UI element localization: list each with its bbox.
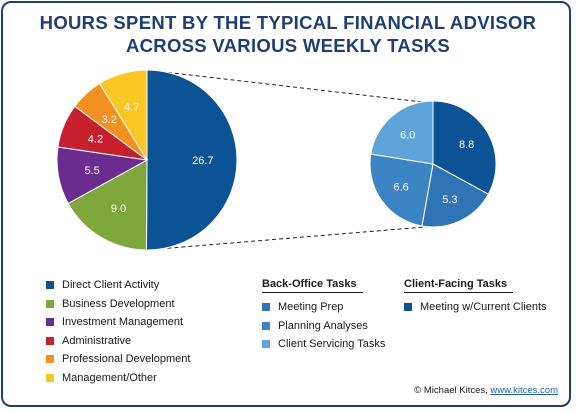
pie-data-label: 9.0 bbox=[111, 203, 126, 215]
legend-label: Professional Development bbox=[62, 353, 191, 366]
pie-data-label: 6.0 bbox=[400, 129, 415, 141]
legend-item: Planning Analyses bbox=[262, 317, 385, 336]
legend-label: Meeting w/Current Clients bbox=[420, 301, 547, 314]
legend-back-office: Back-Office Tasks Meeting Prep Planning … bbox=[262, 278, 385, 354]
legend-swatch bbox=[46, 336, 54, 345]
legend-label: Planning Analyses bbox=[278, 319, 368, 332]
credit-text: © Michael Kitces, bbox=[414, 385, 491, 396]
pie-slice bbox=[145, 69, 238, 251]
legend-label: Client Servicing Tasks bbox=[278, 338, 386, 351]
legend-item: Meeting Prep bbox=[262, 298, 385, 317]
legend-label: Investment Management bbox=[62, 316, 184, 329]
chart-title-line-1: HOURS SPENT BY THE TYPICAL FINANCIAL ADV… bbox=[39, 12, 537, 33]
legend-swatch bbox=[46, 373, 54, 382]
legend-item: Professional Development bbox=[46, 350, 190, 369]
legend-label: Direct Client Activity bbox=[62, 279, 160, 292]
legend-swatch bbox=[46, 318, 54, 327]
legend-swatch bbox=[262, 340, 270, 349]
pie-slice bbox=[370, 100, 434, 165]
chart-title-line-2: ACROSS VARIOUS WEEKLY TASKS bbox=[125, 35, 451, 56]
pie-data-label: 4.7 bbox=[124, 101, 139, 113]
pie-slice bbox=[369, 153, 434, 227]
pie-data-label: 8.8 bbox=[459, 139, 474, 151]
pie-data-label: 3.2 bbox=[102, 114, 117, 126]
pie-slice bbox=[98, 69, 148, 162]
credit-link[interactable]: www.kitces.com bbox=[490, 385, 558, 396]
legend-item: Direct Client Activity bbox=[46, 276, 190, 295]
legend-main: Direct Client Activity Business Developm… bbox=[46, 276, 190, 387]
legend-heading-back-office: Back-Office Tasks bbox=[262, 278, 363, 293]
pie-data-label: 26.7 bbox=[192, 155, 213, 167]
legend-item: Investment Management bbox=[46, 313, 190, 332]
legend-label: Management/Other bbox=[62, 371, 157, 384]
pie-slice bbox=[67, 159, 148, 251]
legend-swatch bbox=[404, 303, 412, 312]
pie-data-label: 6.6 bbox=[394, 182, 409, 194]
legend-item: Administrative bbox=[46, 332, 190, 351]
legend-label: Meeting Prep bbox=[278, 301, 344, 314]
pie-data-label: 5.5 bbox=[84, 165, 99, 177]
pie-slice bbox=[421, 163, 489, 228]
legend-label: Business Development bbox=[62, 297, 175, 310]
legend-client-facing: Client-Facing Tasks Meeting w/Current Cl… bbox=[404, 278, 547, 317]
legend-swatch bbox=[262, 321, 270, 330]
pie-data-label: 4.2 bbox=[88, 134, 103, 146]
legend-swatch bbox=[46, 281, 54, 290]
connector-line-bottom bbox=[146, 226, 428, 251]
credit-line: © Michael Kitces, www.kitces.com bbox=[414, 385, 558, 396]
legend-heading-client-facing: Client-Facing Tasks bbox=[404, 278, 514, 293]
legend-item: Meeting w/Current Clients bbox=[404, 298, 547, 317]
legend-swatch bbox=[46, 299, 54, 308]
legend-swatch bbox=[46, 355, 54, 364]
legend-swatch bbox=[262, 303, 270, 312]
pie-data-label: 5.3 bbox=[442, 194, 457, 206]
legend-item: Business Development bbox=[46, 295, 190, 314]
legend-item: Management/Other bbox=[46, 369, 190, 388]
legend-label: Administrative bbox=[62, 334, 132, 347]
pie-slice bbox=[432, 100, 497, 195]
legend-item: Client Servicing Tasks bbox=[262, 335, 385, 354]
